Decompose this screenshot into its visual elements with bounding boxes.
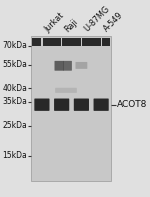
Text: 15kDa: 15kDa bbox=[2, 151, 27, 160]
Text: 35kDa: 35kDa bbox=[2, 98, 27, 106]
FancyBboxPatch shape bbox=[41, 38, 43, 46]
FancyBboxPatch shape bbox=[54, 61, 64, 71]
Text: 40kDa: 40kDa bbox=[2, 84, 27, 93]
FancyBboxPatch shape bbox=[32, 38, 110, 46]
FancyBboxPatch shape bbox=[63, 61, 72, 71]
FancyBboxPatch shape bbox=[100, 38, 102, 46]
Text: 55kDa: 55kDa bbox=[2, 60, 27, 69]
Text: 70kDa: 70kDa bbox=[2, 41, 27, 50]
FancyBboxPatch shape bbox=[81, 38, 82, 46]
FancyBboxPatch shape bbox=[34, 98, 50, 111]
FancyBboxPatch shape bbox=[94, 98, 109, 111]
FancyBboxPatch shape bbox=[75, 62, 87, 69]
Text: 25kDa: 25kDa bbox=[2, 121, 27, 130]
Text: Jurkat: Jurkat bbox=[43, 11, 66, 34]
Text: ACOT8: ACOT8 bbox=[117, 100, 148, 109]
FancyBboxPatch shape bbox=[74, 98, 89, 111]
FancyBboxPatch shape bbox=[55, 88, 77, 93]
FancyBboxPatch shape bbox=[31, 36, 111, 181]
Text: Raji: Raji bbox=[63, 17, 80, 34]
Text: U-87MG: U-87MG bbox=[83, 5, 112, 34]
Text: A-549: A-549 bbox=[102, 11, 125, 34]
FancyBboxPatch shape bbox=[54, 98, 69, 111]
FancyBboxPatch shape bbox=[61, 38, 62, 46]
